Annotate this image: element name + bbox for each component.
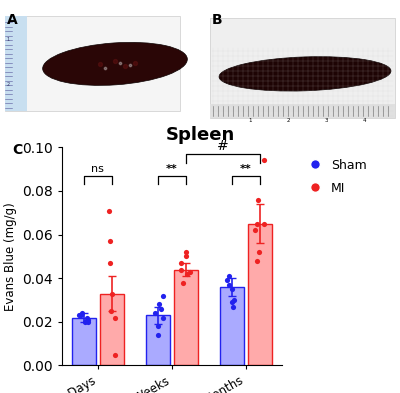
Text: 4: 4 (362, 118, 366, 123)
Point (226, 282, 232, 288)
Text: B: B (212, 13, 223, 27)
Bar (174, 270, 198, 365)
Point (158, 306, 164, 312)
Point (160, 292, 166, 299)
Point (160, 314, 166, 321)
Point (252, 227, 258, 233)
Bar (146, 315, 170, 365)
Text: 1: 1 (6, 37, 10, 42)
Text: A: A (7, 13, 18, 27)
Point (85, 316, 91, 323)
Point (224, 277, 230, 284)
Text: #: # (217, 139, 229, 153)
Point (254, 196, 261, 203)
Point (112, 58, 118, 64)
Bar (5, 16, 180, 111)
Ellipse shape (43, 42, 187, 85)
Ellipse shape (219, 57, 391, 91)
Point (155, 323, 162, 329)
Point (178, 266, 184, 273)
Text: **: ** (240, 163, 252, 174)
Text: Spleen: Spleen (165, 126, 235, 144)
Point (178, 260, 184, 266)
Point (107, 260, 113, 266)
Text: 2: 2 (6, 82, 10, 87)
Point (112, 351, 118, 358)
Point (132, 60, 138, 66)
Text: ns: ns (92, 163, 104, 174)
Bar (248, 224, 272, 365)
Point (82, 319, 88, 325)
Bar (220, 287, 244, 365)
Point (226, 273, 232, 279)
Point (229, 299, 235, 305)
Point (152, 310, 158, 316)
Point (156, 301, 162, 308)
Point (187, 268, 194, 275)
Legend: Sham, MI: Sham, MI (297, 154, 372, 200)
Bar (100, 294, 124, 365)
Point (127, 62, 133, 68)
Point (117, 60, 123, 66)
Point (184, 271, 190, 277)
Text: 3: 3 (324, 118, 328, 123)
Point (229, 286, 235, 292)
Y-axis label: Evans Blue (mg/g): Evans Blue (mg/g) (4, 202, 17, 311)
Point (76, 312, 82, 318)
Point (108, 290, 115, 297)
Point (106, 238, 113, 244)
Point (182, 249, 189, 255)
Point (102, 65, 108, 71)
Point (84, 319, 91, 325)
Point (155, 332, 161, 338)
Point (183, 253, 190, 259)
Point (78, 310, 85, 316)
Text: **: ** (166, 163, 178, 174)
Point (254, 258, 260, 264)
Point (122, 63, 128, 69)
Point (84, 314, 90, 321)
Bar (72, 318, 96, 365)
Text: C: C (12, 143, 22, 158)
Point (261, 157, 267, 163)
Point (179, 279, 186, 286)
Point (230, 303, 236, 310)
Point (256, 249, 262, 255)
Text: 1: 1 (248, 118, 252, 123)
Text: 2: 2 (286, 118, 290, 123)
Bar (5, 16, 27, 111)
Point (260, 220, 267, 227)
Point (231, 297, 237, 303)
Point (78, 312, 84, 318)
Point (112, 314, 118, 321)
Bar (210, 104, 395, 118)
Point (253, 220, 260, 227)
Point (108, 308, 115, 314)
Point (97, 61, 103, 67)
Bar (210, 18, 395, 118)
Point (106, 208, 113, 214)
